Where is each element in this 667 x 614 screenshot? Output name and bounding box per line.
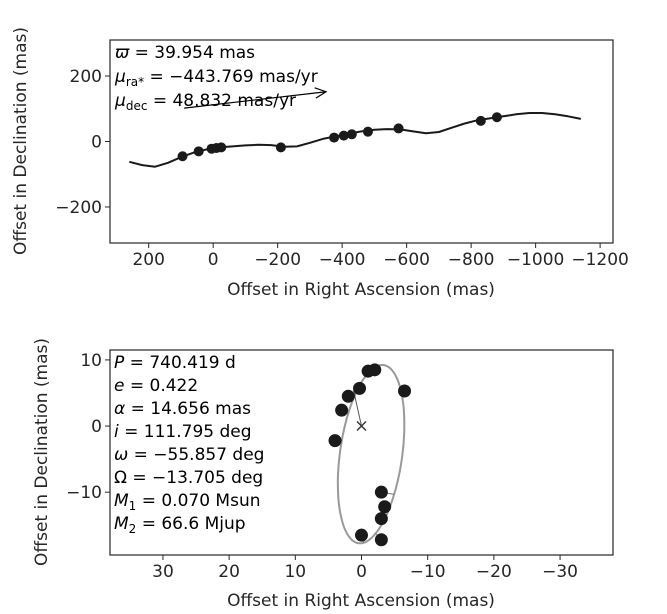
bottom-x-tick-label: −10: [410, 562, 446, 582]
bottom-y-axis-label: Offset in Declination (mas): [32, 338, 52, 566]
top-data-point: [216, 142, 227, 153]
top-data-point: [275, 142, 286, 153]
bottom-data-point: [398, 384, 412, 398]
ascending-node-annotation: Ω = −13.705 deg: [114, 468, 263, 488]
bottom-ticks-layer: 30 20 10 0 −10 −20 −30 10 0 −10: [66, 351, 578, 582]
top-y-tick-label: −200: [55, 198, 102, 218]
center-to-periastron-line: [353, 390, 362, 427]
bottom-x-axis-label: Offset in Right Ascension (mas): [227, 591, 495, 611]
top-x-tick-label: 200: [132, 250, 164, 270]
bottom-data-point: [378, 500, 392, 514]
bottom-panel: 30 20 10 0 −10 −20 −30 10 0 −10 P = 740.419 d e =…: [32, 338, 614, 611]
top-x-tick-label: −200: [254, 250, 301, 270]
eccentricity-annotation: e = 0.422: [114, 376, 198, 396]
top-x-tick-label: 0: [208, 250, 219, 270]
top-data-point: [193, 146, 204, 157]
argument-periastron-annotation: ω = −55.857 deg: [114, 445, 264, 465]
proper-motion-arrow-shaft: [184, 91, 327, 109]
top-points-layer: [177, 112, 502, 162]
top-data-point: [475, 115, 486, 126]
proper-motion-arrow-head: [314, 87, 328, 99]
bottom-x-tick-label: 0: [356, 562, 367, 582]
bottom-x-tick-label: 30: [152, 562, 174, 582]
top-x-tick-label: −1000: [507, 250, 565, 270]
top-panel: 200 0 −200 −400 −600 −800 −1000 −1200 200 0 −200 ϖ…: [11, 27, 629, 300]
parallax-annotation: ϖ = 39.954 mas: [115, 43, 255, 63]
top-x-tick-label: −600: [383, 250, 430, 270]
bottom-y-tick-label: 0: [91, 417, 102, 437]
semimajor-annotation: α = 14.656 mas: [114, 399, 251, 419]
top-y-tick-label: 0: [91, 133, 102, 153]
top-y-axis-label: Offset in Declination (mas): [11, 27, 31, 255]
top-x-tick-label: −400: [319, 250, 366, 270]
top-data-point: [393, 123, 404, 134]
bottom-data-point: [355, 528, 368, 542]
top-data-point: [362, 126, 373, 137]
top-y-tick-label: 200: [70, 67, 102, 87]
top-ticks-layer: 200 0 −200 −400 −600 −800 −1000 −1200 200 0 −200: [55, 67, 629, 270]
bottom-data-point: [374, 533, 388, 547]
top-arrow-layer: [184, 87, 328, 109]
bottom-data-point: [374, 512, 388, 526]
center-marker-stroke: [356, 421, 367, 432]
top-data-point: [338, 130, 349, 141]
bottom-x-tick-label: 20: [218, 562, 240, 582]
top-data-point: [177, 151, 188, 162]
top-annotations: ϖ = 39.954 mas μra* = −443.769 mas/yr μd…: [114, 43, 318, 113]
bottom-x-tick-label: 10: [284, 562, 306, 582]
pm-ra-annotation: μra* = −443.769 mas/yr: [114, 67, 318, 89]
pm-dec-annotation: μdec = 48.832 mas/yr: [114, 91, 296, 113]
top-track-layer: [129, 112, 581, 168]
bottom-x-tick-label: −20: [476, 562, 512, 582]
top-data-point: [346, 129, 357, 140]
bottom-x-tick-label: −30: [542, 562, 578, 582]
top-data-point: [329, 132, 340, 143]
bottom-data-point: [368, 363, 382, 377]
bottom-y-tick-label: 10: [80, 351, 102, 371]
top-x-axis-label: Offset in Right Ascension (mas): [227, 280, 495, 300]
m2-annotation: M2 = 66.6 Mjup: [114, 514, 246, 536]
bottom-points-layer: [328, 363, 412, 547]
bottom-data-point: [353, 381, 367, 395]
bottom-data-point: [341, 389, 355, 403]
bottom-annotations: P = 740.419 d e = 0.422 α = 14.656 mas i…: [114, 353, 264, 536]
bottom-data-point: [374, 485, 388, 499]
top-x-tick-label: −800: [448, 250, 495, 270]
top-data-point: [491, 112, 502, 123]
bottom-y-tick-label: −10: [66, 483, 102, 503]
bottom-center-layer: [356, 421, 367, 432]
m1-annotation: M1 = 0.070 Msun: [114, 491, 261, 513]
top-track-line: [129, 112, 581, 168]
period-annotation: P = 740.419 d: [114, 353, 236, 373]
inclination-annotation: i = 111.795 deg: [114, 422, 252, 442]
bottom-data-point: [335, 403, 349, 417]
bottom-data-point: [328, 434, 342, 448]
top-x-tick-label: −1200: [571, 250, 629, 270]
